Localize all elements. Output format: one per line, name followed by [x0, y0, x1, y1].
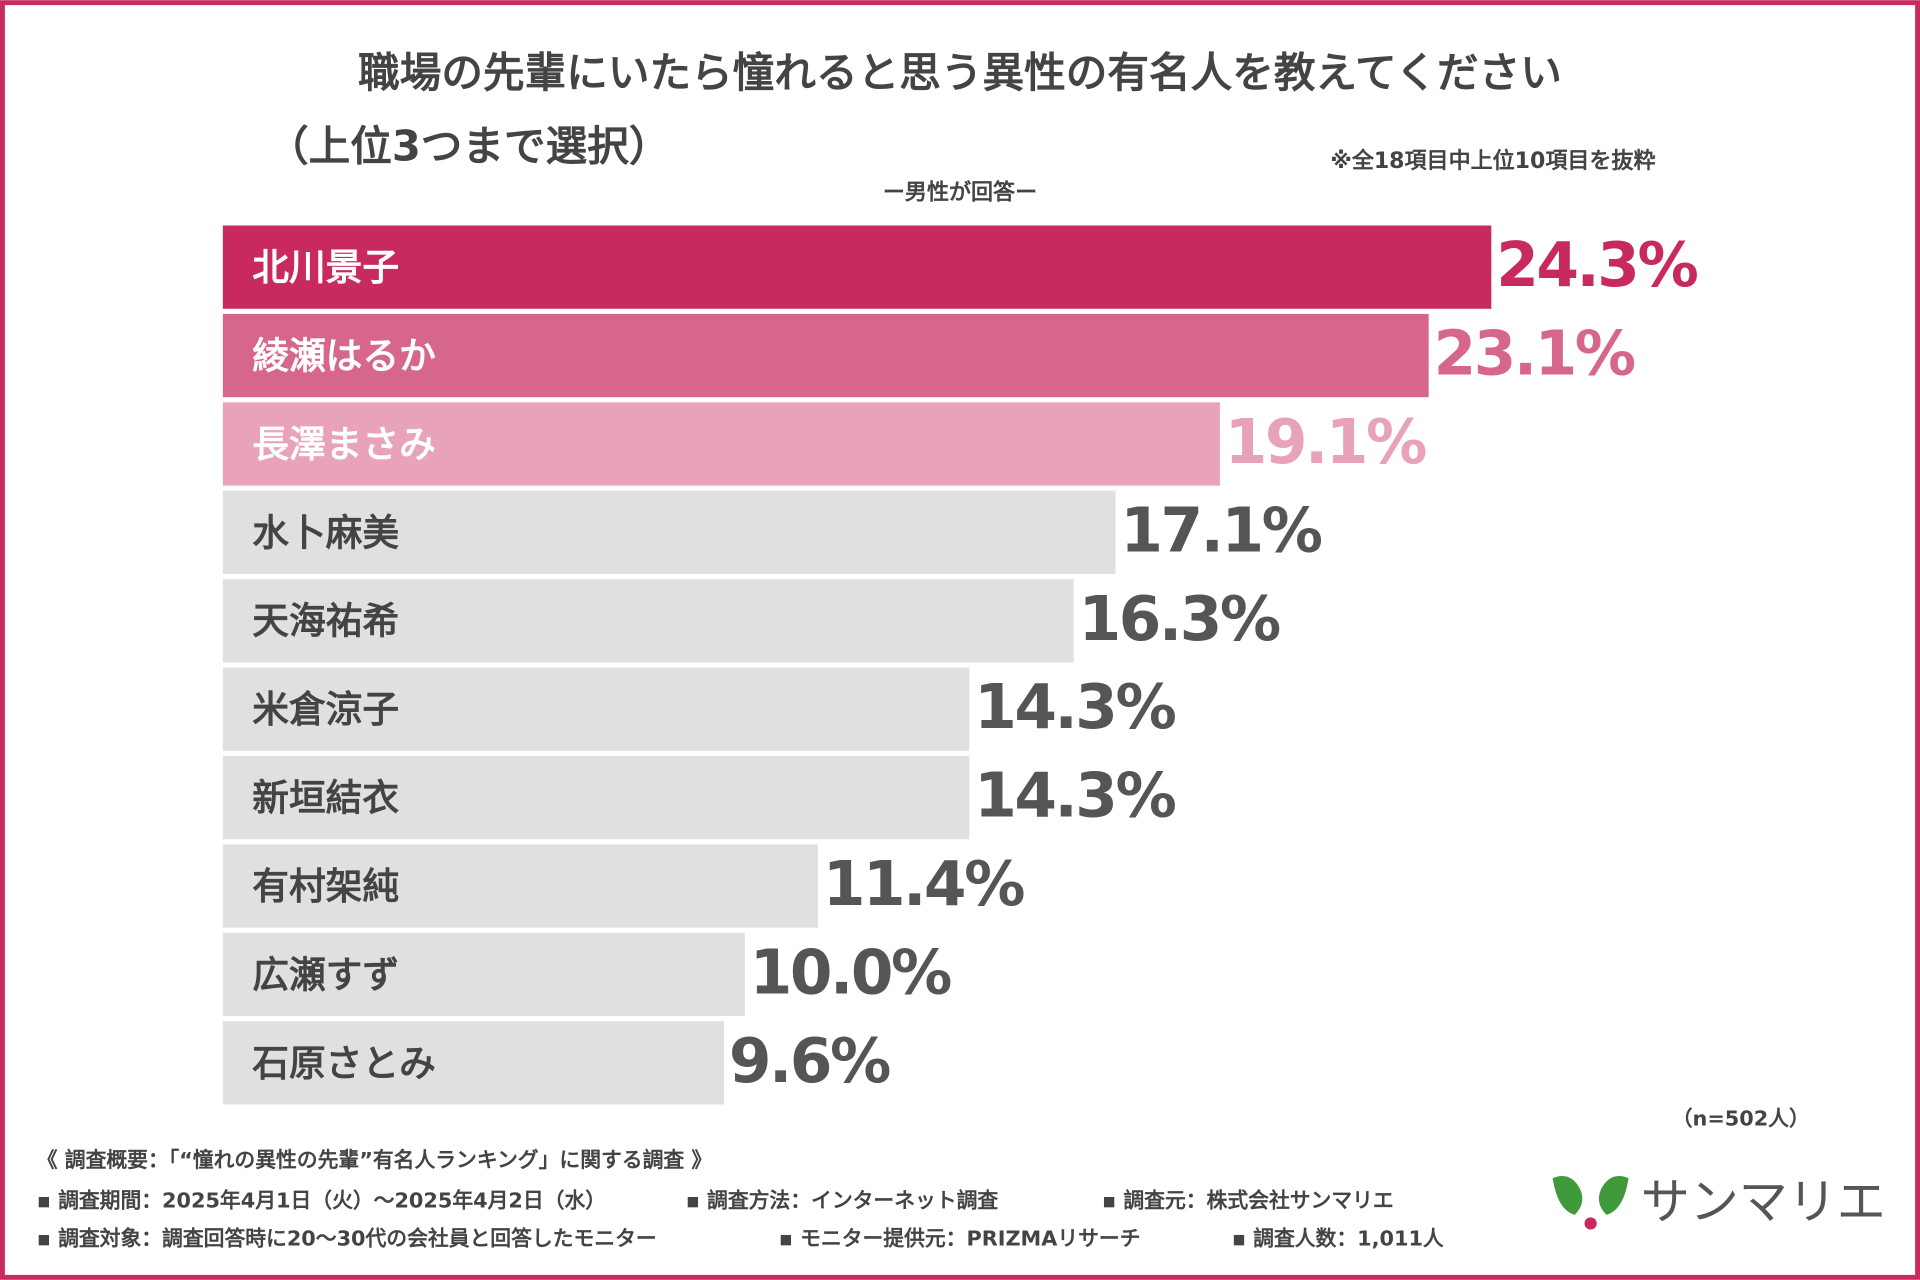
- value-label: 14.3%: [974, 761, 1175, 832]
- bar: [222, 932, 745, 1017]
- chart-title: 職場の先輩にいたら憧れると思う異性の有名人を教えてください: [358, 48, 1562, 97]
- logo-text: サンマリエ: [1641, 1174, 1886, 1231]
- value-label: 9.6%: [729, 1026, 890, 1097]
- footer-item: ▪ 調査人数：1,011人: [1232, 1226, 1444, 1250]
- category-label: 有村架純: [252, 865, 399, 908]
- category-label: 広瀬すず: [252, 953, 399, 996]
- bar: [222, 844, 818, 928]
- category-label: 綾瀬はるか: [252, 335, 436, 378]
- value-label: 10.0%: [750, 937, 951, 1008]
- bar: [222, 313, 1429, 398]
- sample-size: （n=502人）: [1672, 1106, 1810, 1130]
- logo-dot: [1584, 1217, 1597, 1230]
- category-label: 長澤まさみ: [252, 423, 436, 466]
- category-label: 水卜麻美: [252, 511, 399, 554]
- note: ※全18項目中上位10項目を抜粋: [1330, 148, 1655, 174]
- value-label: 17.1%: [1120, 495, 1321, 566]
- category-label: 北川景子: [252, 246, 399, 289]
- footer-item: ▪ モニター提供元：PRIZMAリサーチ: [779, 1226, 1141, 1250]
- bar: [222, 1021, 724, 1105]
- bar: [222, 755, 970, 840]
- logo-leaf: [1598, 1175, 1629, 1215]
- category-label: 米倉涼子: [252, 688, 399, 731]
- value-label: 16.3%: [1079, 584, 1280, 655]
- value-label: 23.1%: [1434, 319, 1635, 390]
- category-label: 新垣結衣: [252, 777, 399, 820]
- footer-item: ▪ 調査期間：2025年4月1日（火）～2025年4月2日（水）: [37, 1188, 606, 1212]
- bar: [222, 667, 970, 751]
- category-label: 石原さとみ: [251, 1042, 436, 1085]
- value-label: 19.1%: [1225, 407, 1426, 478]
- bar: [222, 225, 1492, 309]
- footer-item: ▪ 調査元：株式会社サンマリエ: [1102, 1188, 1394, 1212]
- footer-item: ▪ 調査方法：インターネット調査: [686, 1188, 999, 1212]
- value-label: 24.3%: [1496, 230, 1697, 301]
- bar: [222, 402, 1220, 486]
- footer-heading: 《 調査概要：「“憧れの異性の先輩”有名人ランキング」に関する調査 》: [37, 1148, 713, 1172]
- logo-leaf: [1552, 1175, 1583, 1215]
- value-label: 11.4%: [823, 849, 1024, 920]
- bar: [222, 490, 1116, 574]
- value-label: 14.3%: [974, 672, 1175, 743]
- bar: [222, 579, 1074, 663]
- subtitle: ー男性が回答ー: [883, 180, 1037, 206]
- footer-item: ▪ 調査対象：調査回答時に20～30代の会社員と回答したモニター: [37, 1226, 657, 1250]
- logo: サンマリエ: [1552, 1174, 1886, 1231]
- chart-title-line2: （上位3つまで選択）: [267, 122, 671, 171]
- category-label: 天海祐希: [252, 600, 399, 643]
